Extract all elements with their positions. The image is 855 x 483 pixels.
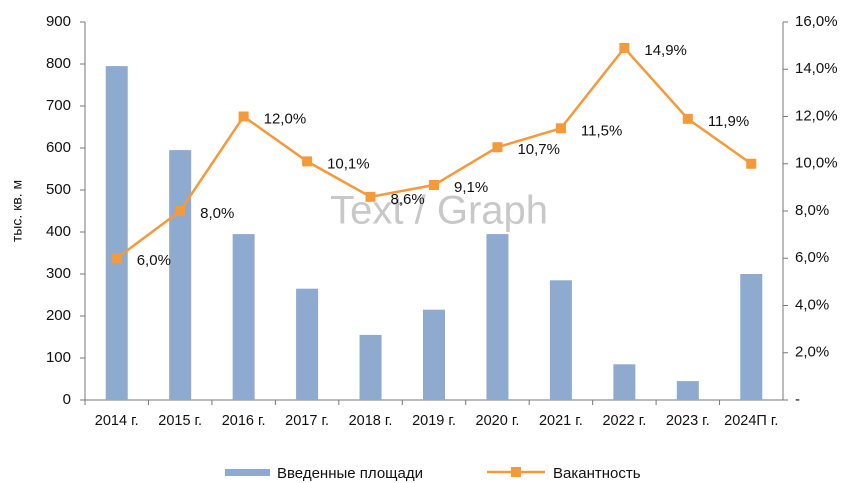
marker (492, 142, 503, 153)
data-label: 8,0% (200, 205, 234, 222)
y2-tick-label: 12,0% (795, 107, 838, 124)
bar (105, 66, 128, 400)
x-tick-label: 2024П г. (724, 413, 778, 429)
x-tick-label: 2016 г. (222, 413, 266, 429)
legend-label: Введенные площади (277, 465, 423, 482)
legend-swatch (225, 469, 270, 476)
bar (613, 364, 636, 400)
y-tick-label: 0 (63, 391, 71, 408)
marker (365, 191, 376, 202)
x-tick-label: 2021 г. (539, 413, 583, 429)
watermark: Text / Graph (330, 189, 548, 233)
x-tick-label: 2020 г. (476, 413, 520, 429)
bar (169, 150, 192, 400)
y-tick-label: 900 (46, 13, 71, 30)
x-tick-label: 2014 г. (95, 413, 139, 429)
marker (238, 111, 249, 122)
y2-tick-label: 2,0% (795, 344, 829, 361)
y-tick-label: 200 (46, 307, 71, 324)
y2-tick-label: 16,0% (795, 13, 838, 30)
x-tick-label: 2023 г. (666, 413, 710, 429)
y-tick-label: 300 (46, 265, 71, 282)
y2-tick-label: 10,0% (795, 155, 838, 172)
x-tick-label: 2019 г. (412, 413, 456, 429)
data-label: 9,1% (454, 179, 488, 196)
y-tick-label: 500 (46, 181, 71, 198)
bar (549, 280, 572, 400)
y-tick-label: 400 (46, 223, 71, 240)
bar (676, 381, 699, 400)
legend-label: Вакантность (553, 465, 641, 482)
y2-tick-label: 14,0% (795, 60, 838, 77)
bar (232, 234, 255, 400)
data-label: 8,6% (391, 191, 425, 208)
data-label: 10,7% (517, 141, 560, 158)
y-tick-label: 800 (46, 55, 71, 72)
bar (486, 234, 509, 400)
y2-tick-label: 4,0% (795, 296, 829, 313)
y2-tick-label: 6,0% (795, 249, 829, 266)
marker (746, 158, 757, 169)
y-tick-label: 100 (46, 349, 71, 366)
marker (682, 113, 693, 124)
data-label: 6,0% (137, 252, 171, 269)
bar (296, 288, 319, 400)
x-tick-label: 2022 г. (602, 413, 646, 429)
data-label: 12,0% (264, 110, 307, 127)
marker (302, 156, 313, 167)
y2-tick-label: 8,0% (795, 202, 829, 219)
data-label: 14,9% (644, 42, 687, 59)
y-tick-label: 600 (46, 139, 71, 156)
x-tick-label: 2017 г. (285, 413, 329, 429)
x-tick-label: 2018 г. (349, 413, 393, 429)
y-tick-label: 700 (46, 97, 71, 114)
bar (359, 334, 382, 400)
marker (429, 180, 439, 191)
legend-swatch (511, 467, 521, 477)
x-tick-label: 2015 г. (158, 413, 202, 429)
marker (555, 123, 566, 134)
marker (175, 206, 186, 216)
data-label: 11,5% (581, 122, 622, 139)
data-label: 11,9% (708, 113, 749, 130)
bar (423, 309, 445, 400)
bar (740, 274, 763, 400)
y2-tick-label: - (795, 391, 800, 408)
marker (111, 253, 122, 264)
marker (619, 42, 630, 53)
data-label: 10,1% (327, 155, 370, 172)
y-axis-label: тыс. кв. м (9, 180, 25, 242)
